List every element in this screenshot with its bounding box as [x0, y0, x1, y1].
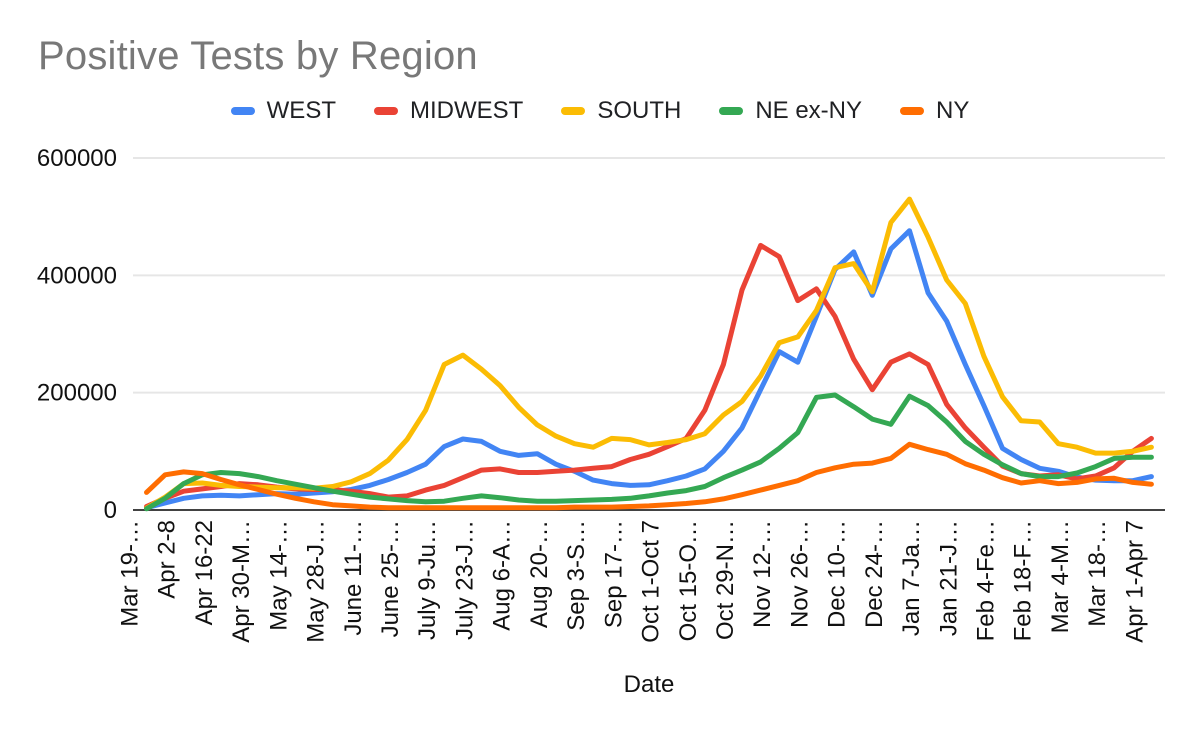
y-axis-tick-label: 200000	[37, 380, 117, 407]
x-axis-tick-label: July 9-Ju…	[414, 520, 441, 640]
x-axis-tick-label: Nov 26-…	[786, 520, 813, 628]
x-axis-tick-label: Sep 3-S…	[563, 520, 590, 631]
x-axis-tick-label: Nov 12-…	[749, 520, 776, 628]
series-line-west	[144, 228, 1154, 511]
legend-label-south: SOUTH	[597, 97, 682, 124]
x-axis-tick-label: June 25-…	[377, 520, 404, 637]
x-axis-title: Date	[624, 671, 675, 698]
x-axis-tick-label: Mar 19-…	[117, 520, 144, 627]
x-axis-tick-label: Dec 24-…	[861, 520, 888, 628]
x-axis-tick-label: Apr 2-8	[154, 520, 181, 599]
legend-item-midwest[interactable]: MIDWEST	[373, 97, 524, 125]
x-axis-tick-label: Jan 7-Ja…	[898, 520, 925, 636]
legend-item-ny[interactable]: NY	[900, 97, 969, 125]
y-axis-tick-label: 0	[104, 497, 117, 524]
x-axis-tick-label: June 11-…	[340, 520, 367, 636]
x-axis-tick-label: Oct 15-O…	[675, 520, 702, 641]
legend-item-west[interactable]: WEST	[230, 97, 336, 125]
x-axis-tick-label: Sep 17-…	[600, 520, 627, 628]
x-axis-tick-label: Jan 21-J…	[935, 520, 962, 636]
x-axis-tick-label: Oct 29-N…	[712, 520, 739, 640]
series-line-ne-ex-ny	[144, 392, 1154, 512]
x-axis-tick-label: Apr 1-Apr 7	[1121, 520, 1148, 643]
legend-item-ne-ex-ny[interactable]: NE ex-NY	[719, 97, 862, 125]
x-axis-tick-label: Oct 1-Oct 7	[638, 520, 665, 643]
legend-label-west: WEST	[266, 97, 336, 124]
x-axis-tick-label: Apr 30-M…	[228, 520, 255, 643]
x-axis-tick-label: Feb 4-Fe…	[973, 520, 1000, 641]
series-line-midwest	[144, 242, 1154, 509]
x-axis-tick-label: July 23-J…	[451, 520, 478, 640]
legend-label-ne-ex-ny: NE ex-NY	[755, 97, 862, 124]
x-axis-tick-label: Aug 20-…	[526, 520, 553, 628]
legend-swatch-west	[230, 107, 255, 115]
x-axis-tick-label: Feb 18-F…	[1010, 520, 1037, 641]
legend-item-south[interactable]: SOUTH	[561, 97, 681, 125]
series-line-ny	[144, 441, 1154, 511]
legend-swatch-south	[561, 107, 586, 115]
legend-swatch-midwest	[373, 107, 398, 115]
legend-label-ny: NY	[936, 97, 970, 124]
x-axis-tick-label: May 14-…	[265, 520, 292, 631]
x-axis-tick-label: Dec 10-…	[824, 520, 851, 628]
x-axis-tick-label: May 28-J…	[303, 520, 330, 643]
y-axis-tick-label: 400000	[37, 262, 117, 289]
legend-swatch-ny	[900, 107, 924, 115]
x-axis-tick-label: Apr 16-22	[191, 520, 218, 625]
x-axis-tick-label: Mar 18-…	[1084, 520, 1111, 627]
legend-swatch-ne-ex-ny	[719, 107, 744, 115]
x-axis-tick-label: Aug 6-A…	[489, 520, 516, 631]
legend-label-midwest: MIDWEST	[409, 97, 524, 124]
y-axis-tick-label: 600000	[37, 145, 117, 172]
x-axis-tick-label: Mar 4-M…	[1047, 520, 1074, 633]
legend: WEST MIDWEST SOUTH NE ex-NY NY	[0, 97, 1200, 125]
chart-title: Positive Tests by Region	[38, 34, 478, 78]
